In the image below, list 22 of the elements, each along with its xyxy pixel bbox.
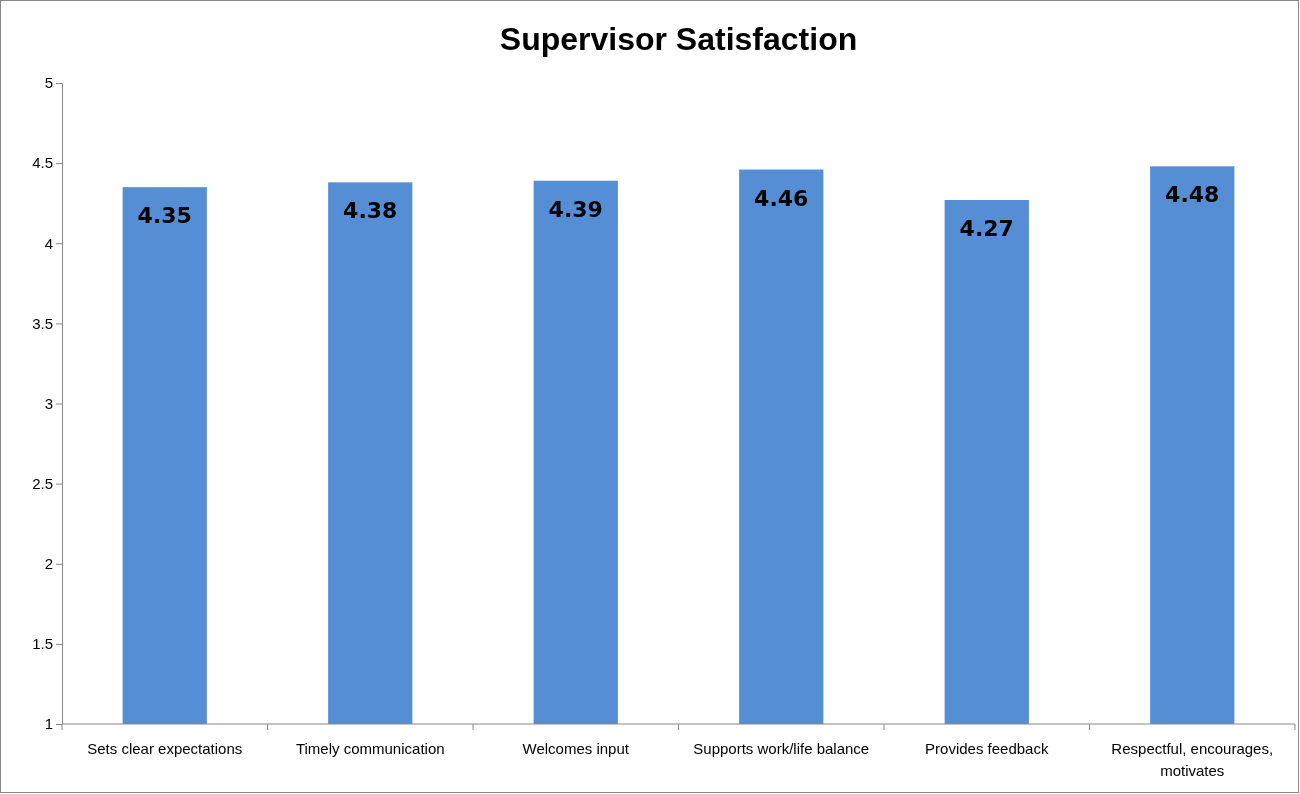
- x-tick-label: Respectful, encourages, motivates: [1111, 740, 1274, 779]
- y-tick-label: 1: [44, 715, 53, 733]
- y-tick-label: 2: [44, 555, 53, 573]
- y-tick-label: 4: [44, 234, 53, 252]
- y-tick-label: 5: [44, 74, 53, 92]
- x-tick-label: Timely communication: [295, 740, 445, 757]
- y-tick-label: 1.5: [32, 635, 53, 653]
- x-tick-label: Sets clear expectations: [87, 740, 243, 757]
- data-label: 4.38: [343, 198, 398, 224]
- chart-title: Supervisor Satisfaction: [499, 21, 858, 57]
- y-tick-label: 3.5: [32, 314, 53, 332]
- data-label: 4.48: [1165, 182, 1220, 208]
- y-tick-label: 3: [44, 394, 53, 412]
- data-label: 4.27: [959, 215, 1014, 241]
- x-tick-label: Provides feedback: [925, 740, 1049, 757]
- data-label: 4.35: [137, 203, 192, 229]
- x-tick-label: Supports work/life balance: [693, 740, 870, 757]
- y-tick-label: 2.5: [32, 474, 53, 492]
- data-label: 4.46: [754, 185, 809, 211]
- y-tick-label: 4.5: [32, 154, 53, 172]
- data-label: 4.39: [548, 196, 603, 222]
- x-tick-label: Welcomes input: [522, 740, 630, 757]
